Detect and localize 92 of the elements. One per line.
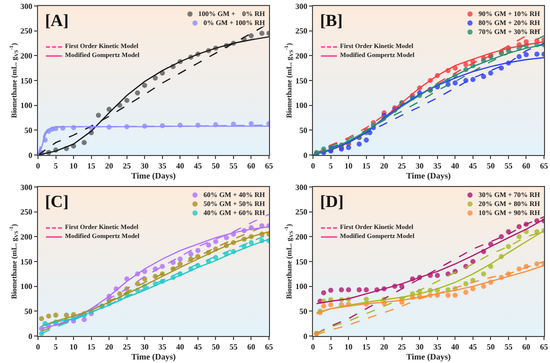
- y-tick-label: 0: [28, 332, 32, 341]
- x-tick-label: 10: [344, 162, 353, 171]
- x-tick-label: 50: [212, 162, 220, 171]
- x-tick-label: 20: [105, 342, 114, 352]
- x-tick-label: 40: [451, 162, 460, 171]
- x-tick-label: 30: [140, 342, 149, 352]
- x-tick-label: 50: [212, 342, 220, 352]
- y-tick-label: 300: [295, 2, 308, 11]
- x-tick-label: 65: [540, 162, 548, 171]
- x-tick-label: 35: [158, 342, 166, 352]
- x-axis-title: Time (Days): [406, 352, 451, 362]
- x-tick-label: 15: [362, 342, 370, 352]
- y-tick-label: 150: [295, 257, 308, 266]
- x-tick-label: 0: [311, 342, 315, 352]
- x-tick-label: 65: [265, 342, 273, 352]
- x-tick-label: 25: [398, 162, 406, 171]
- x-tick-label: 20: [380, 342, 388, 352]
- x-tick-label: 5: [328, 162, 333, 171]
- y-tick-label: 50: [299, 306, 308, 316]
- x-tick-label: 35: [433, 342, 442, 352]
- y-tick-label: 50: [299, 126, 308, 135]
- x-tick-label: 5: [54, 162, 58, 171]
- y-tick-label: 50: [24, 306, 32, 316]
- x-tick-label: 10: [70, 342, 78, 352]
- x-tick-label: 45: [194, 162, 202, 171]
- chart-title: [D]: [320, 192, 344, 211]
- y-tick-label: 100: [295, 101, 308, 110]
- y-tick-label: 0: [303, 332, 308, 341]
- y-tick-label: 150: [20, 76, 32, 86]
- x-tick-label: 60: [247, 342, 256, 352]
- x-tick-label: 10: [344, 342, 353, 352]
- y-tick-label: 300: [20, 2, 32, 11]
- y-tick-label: 100: [20, 282, 32, 292]
- y-tick-label: 200: [295, 232, 308, 242]
- x-tick-label: 5: [328, 342, 333, 352]
- x-tick-label: 55: [504, 162, 512, 171]
- x-tick-label: 20: [380, 162, 388, 171]
- x-tick-label: 45: [194, 342, 202, 352]
- x-tick-label: 25: [398, 342, 406, 352]
- x-tick-label: 35: [433, 162, 442, 171]
- x-tick-label: 40: [451, 342, 460, 352]
- x-tick-label: 5: [54, 342, 58, 352]
- x-tick-label: 55: [229, 342, 238, 352]
- x-tick-label: 40: [176, 342, 184, 352]
- x-tick-label: 0: [36, 162, 40, 171]
- x-tick-label: 55: [504, 342, 512, 352]
- y-tick-label: 250: [20, 208, 32, 217]
- x-tick-label: 20: [105, 162, 114, 171]
- x-tick-label: 65: [540, 342, 548, 352]
- chart-title: [B]: [320, 11, 343, 30]
- x-tick-label: 0: [311, 162, 315, 171]
- x-tick-label: 30: [140, 162, 149, 171]
- x-tick-label: 50: [486, 162, 495, 171]
- x-tick-label: 45: [468, 342, 477, 352]
- y-tick-label: 300: [20, 182, 32, 192]
- x-tick-label: 30: [416, 162, 424, 171]
- x-tick-label: 65: [265, 162, 273, 171]
- y-tick-label: 150: [295, 76, 308, 86]
- y-tick-label: 0: [303, 150, 308, 160]
- y-tick-label: 100: [295, 282, 308, 292]
- x-tick-label: 45: [468, 162, 477, 171]
- chart-title: [C]: [45, 192, 69, 211]
- y-tick-label: 0: [28, 150, 32, 160]
- x-axis-title: Time (Days): [131, 170, 176, 181]
- x-tick-label: 0: [36, 342, 40, 352]
- y-tick-label: 200: [20, 232, 32, 242]
- x-tick-label: 40: [176, 162, 184, 171]
- y-tick-label: 250: [295, 208, 308, 217]
- y-tick-label: 300: [295, 182, 308, 192]
- x-tick-label: 35: [158, 162, 166, 171]
- y-tick-label: 50: [24, 126, 32, 135]
- x-axis-title: Time (Days): [131, 352, 176, 362]
- x-tick-label: 15: [87, 162, 96, 171]
- x-tick-label: 60: [522, 162, 530, 171]
- x-tick-label: 15: [362, 162, 370, 171]
- x-tick-label: 15: [87, 342, 96, 352]
- y-tick-label: 250: [295, 26, 308, 36]
- x-tick-label: 60: [522, 342, 530, 352]
- x-tick-label: 60: [247, 162, 256, 171]
- y-tick-label: 200: [20, 51, 32, 60]
- y-tick-label: 250: [20, 26, 32, 36]
- x-tick-label: 25: [122, 342, 131, 352]
- y-tick-label: 100: [20, 101, 32, 110]
- x-tick-label: 30: [416, 342, 424, 352]
- chart-title: [A]: [45, 11, 69, 30]
- y-tick-label: 200: [295, 51, 308, 60]
- x-axis-title: Time (Days): [406, 170, 451, 181]
- x-tick-label: 25: [122, 162, 131, 171]
- x-tick-label: 50: [486, 342, 495, 352]
- x-tick-label: 10: [70, 162, 78, 171]
- x-tick-label: 55: [229, 162, 238, 171]
- y-tick-label: 150: [20, 257, 32, 266]
